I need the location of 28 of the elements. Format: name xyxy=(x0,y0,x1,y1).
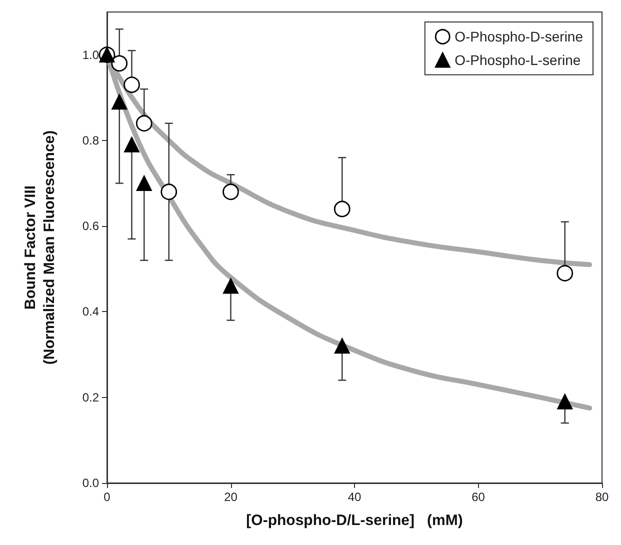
x-tick-label: 80 xyxy=(595,490,609,504)
x-axis-title: [O-phospho-D/L-serine] (mM) xyxy=(246,512,463,529)
y-tick-label: 0.6 xyxy=(82,219,100,234)
point xyxy=(160,184,178,200)
y-tick-label: 0.8 xyxy=(82,133,100,148)
point xyxy=(557,394,573,410)
y-tick-label: 0.4 xyxy=(82,304,100,319)
point xyxy=(136,176,152,191)
point xyxy=(124,76,140,93)
point xyxy=(112,94,128,110)
point xyxy=(334,338,350,354)
legend-label: O-Phospho-D-serine xyxy=(454,28,584,45)
x-tick-label: 20 xyxy=(224,490,238,504)
point xyxy=(556,264,574,282)
x-tick-label: 40 xyxy=(348,490,362,504)
y-tick-label: 1.0 xyxy=(82,48,100,62)
x-tick-label: 0 xyxy=(104,490,111,504)
x-tick-label: 60 xyxy=(472,490,486,504)
point xyxy=(223,278,238,294)
y-tick-label: 0.2 xyxy=(82,390,100,404)
point xyxy=(124,137,140,152)
y-axis-title: Bound Factor VIII (Normalized Mean Fluorescence) xyxy=(22,130,58,365)
point xyxy=(111,55,128,72)
y-tick-label: 0.0 xyxy=(82,476,100,490)
point xyxy=(334,200,350,218)
point xyxy=(222,184,239,200)
legend-label: O-Phospho-L-serine xyxy=(454,52,581,68)
point xyxy=(136,115,152,132)
